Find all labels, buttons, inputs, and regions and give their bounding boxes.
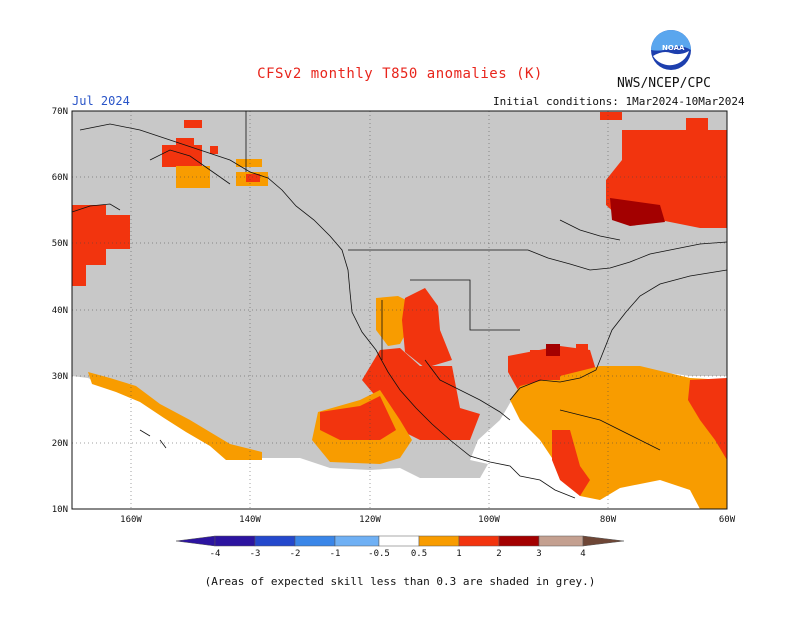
- map-area: [71, 110, 728, 510]
- colorbar-arrow-high: [582, 535, 625, 547]
- colorbar-box: [538, 535, 584, 547]
- valid-month: Jul 2024: [72, 94, 130, 108]
- noaa-logo: NOAA: [651, 30, 691, 70]
- lat-label: 70N: [52, 107, 68, 117]
- lon-label: 140W: [239, 515, 261, 525]
- colorbar-label: 1: [456, 549, 461, 559]
- map-frame: [71, 110, 728, 510]
- colorbar-label: -0.5: [368, 549, 390, 559]
- lat-label: 20N: [52, 439, 68, 449]
- lat-label: 10N: [52, 505, 68, 515]
- colorbar-box: [418, 535, 460, 547]
- coastlines: [71, 111, 728, 499]
- colorbar-label: -1: [330, 549, 341, 559]
- colorbar-arrow-low: [175, 535, 216, 547]
- initial-conditions: Initial conditions: 1Mar2024-10Mar2024: [493, 95, 745, 108]
- svg-text:NOAA: NOAA: [662, 44, 685, 52]
- lat-label: 40N: [52, 306, 68, 316]
- colorbar-box: [458, 535, 500, 547]
- lon-label: 80W: [600, 515, 617, 525]
- lat-label: 30N: [52, 372, 68, 382]
- colorbar-label: 0.5: [411, 549, 427, 559]
- colorbar-label: 2: [496, 549, 501, 559]
- low-skill-region: [72, 111, 727, 478]
- colorbar-box: [334, 535, 380, 547]
- lat-label: 60N: [52, 173, 68, 183]
- colorbar: -4 -3 -2 -1 -0.5 0.5 1 2 3 4: [175, 535, 625, 559]
- colorbar-box: [498, 535, 540, 547]
- lon-label: 100W: [478, 515, 500, 525]
- latitude-labels: 70N 60N 50N 40N 30N 20N 10N: [52, 107, 68, 515]
- colorbar-label: 3: [536, 549, 541, 559]
- longitude-labels: 160W 140W 120W 100W 80W 60W: [120, 515, 736, 525]
- agency-label: NWS/NCEP/CPC: [617, 76, 711, 91]
- colorbar-label: -4: [210, 549, 221, 559]
- colorbar-box: [254, 535, 296, 547]
- colorbar-label: -2: [290, 549, 301, 559]
- lat-label: 50N: [52, 239, 68, 249]
- colorbar-label: -3: [250, 549, 261, 559]
- colorbar-label: 4: [580, 549, 585, 559]
- anomaly-cells: [72, 112, 727, 509]
- colorbar-box: [378, 535, 420, 547]
- skill-footnote: (Areas of expected skill less than 0.3 a…: [204, 575, 596, 588]
- colorbar-box: [214, 535, 256, 547]
- lon-label: 160W: [120, 515, 142, 525]
- lon-label: 120W: [359, 515, 381, 525]
- lon-label: 60W: [719, 515, 736, 525]
- map-title: CFSv2 monthly T850 anomalies (K): [257, 66, 543, 82]
- colorbar-box: [294, 535, 336, 547]
